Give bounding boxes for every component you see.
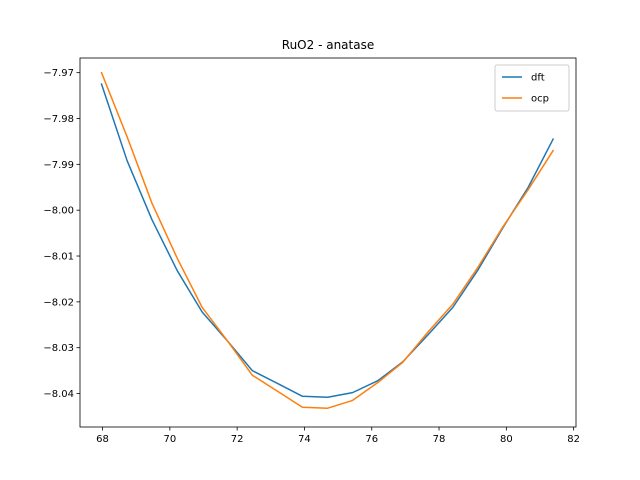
y-tick-label: −8.01 [43, 252, 74, 263]
y-tick-label: −7.99 [43, 160, 74, 171]
x-tick-label: 80 [500, 434, 513, 445]
x-tick-label: 72 [231, 434, 244, 445]
x-tick-label: 70 [163, 434, 176, 445]
chart-title: RuO2 - anatase [282, 38, 374, 52]
x-tick-label: 68 [96, 434, 109, 445]
x-tick-label: 76 [365, 434, 378, 445]
y-tick-label: −8.02 [43, 297, 74, 308]
axes: 68 70 72 74 76 78 80 82 −7.97 −7.98 −7.99 −8.00 −8.0… [43, 57, 580, 445]
y-tick-label: −7.97 [43, 68, 74, 79]
y-tick-label: −8.00 [43, 206, 74, 217]
series-line-dft [100, 83, 555, 398]
legend-label-ocp: ocp [531, 94, 549, 105]
y-tick-label: −8.04 [43, 389, 74, 400]
legend: dft ocp [494, 64, 570, 112]
x-tick-label: 78 [433, 434, 446, 445]
plot-area [100, 71, 555, 409]
axes-frame [79, 57, 577, 428]
y-tick-label: −7.98 [43, 114, 74, 125]
legend-label-dft: dft [531, 73, 545, 84]
y-tick-label: −8.03 [43, 343, 74, 354]
x-tick-label: 74 [298, 434, 311, 445]
series-line-ocp [100, 71, 555, 409]
x-tick-label: 82 [567, 434, 580, 445]
